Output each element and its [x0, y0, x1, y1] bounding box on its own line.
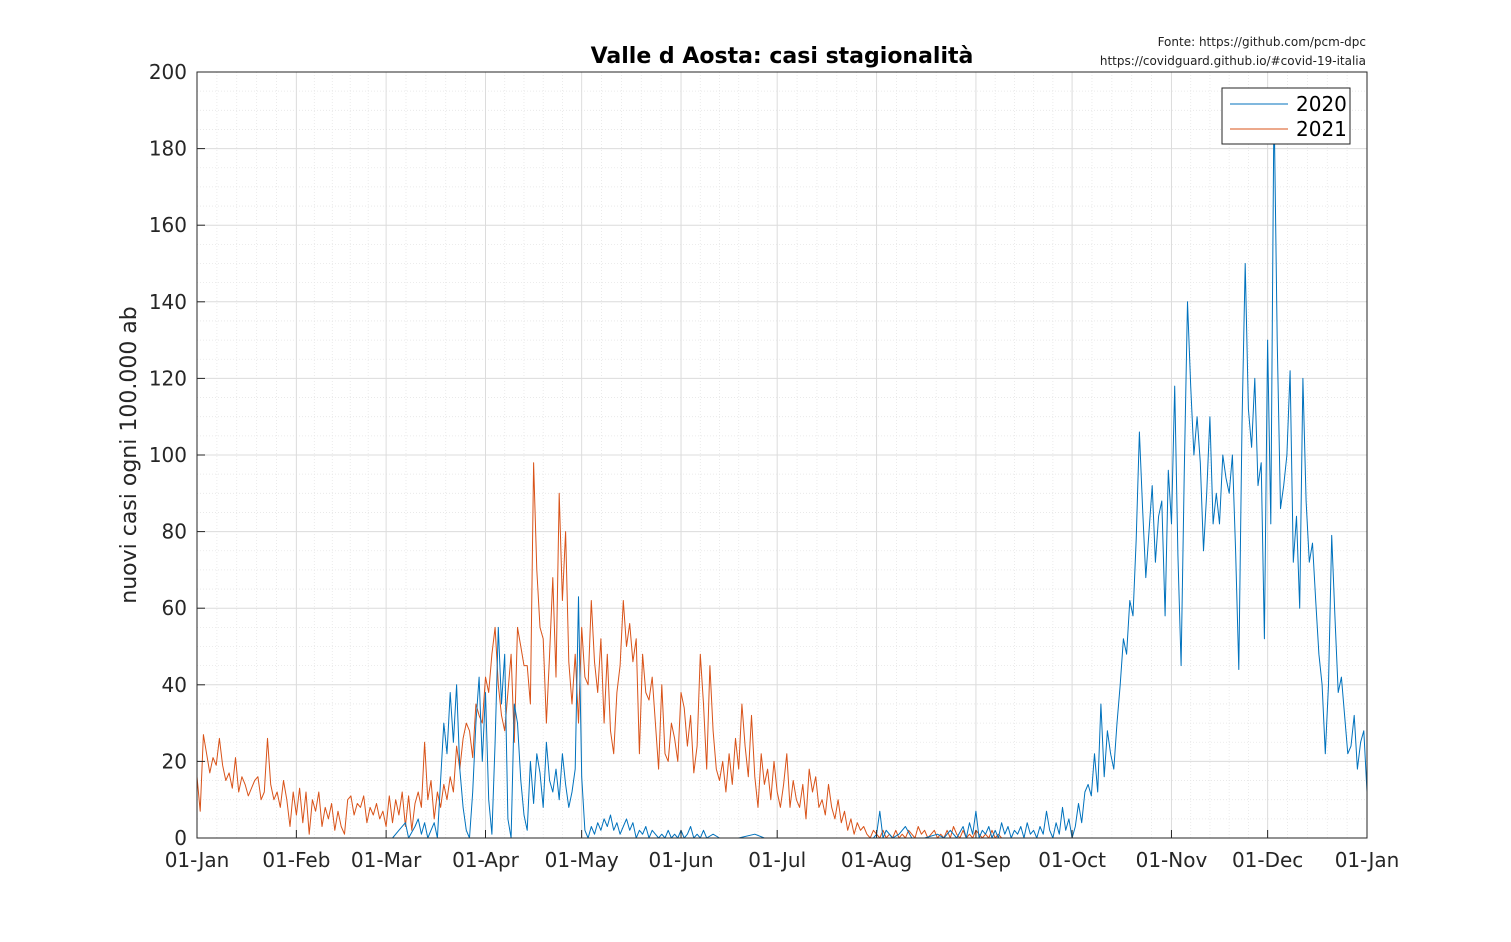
- y-tick-label: 180: [149, 137, 187, 161]
- x-tick-label: 01-Feb: [262, 848, 330, 872]
- x-axis-ticks: 01-Jan 01-Feb 01-Mar 01-Apr 01-May 01-Jun 01-J…: [165, 830, 1400, 872]
- y-tick-label: 160: [149, 213, 187, 237]
- chart-title: Valle d Aosta: casi stagionalità: [591, 44, 974, 69]
- y-tick-label: 120: [149, 366, 187, 390]
- x-tick-label: 01-Apr: [452, 848, 520, 872]
- legend-box: [1221, 87, 1351, 145]
- legend-label-2021: 2021: [1296, 117, 1347, 141]
- x-tick-label: 01-Oct: [1038, 848, 1106, 872]
- series-layer: [196, 98, 1368, 839]
- y-tick-label: 140: [149, 290, 187, 314]
- x-tick-label: 01-Aug: [841, 848, 912, 872]
- x-tick-label: 01-Jun: [649, 848, 714, 872]
- x-tick-label: 01-Sep: [941, 848, 1011, 872]
- y-tick-label: 0: [174, 826, 187, 850]
- x-tick-label: 01-Mar: [351, 848, 422, 872]
- source-line-1: Fonte: https://github.com/pcm-dpc: [1157, 35, 1366, 49]
- y-axis-label: nuovi casi ogni 100.000 ab: [117, 306, 142, 604]
- y-tick-label: 200: [149, 60, 187, 84]
- x-tick-label: 01-Dec: [1232, 848, 1303, 872]
- series-line-2020: [392, 98, 1368, 839]
- y-tick-label: 80: [162, 520, 187, 544]
- y-tick-label: 20: [162, 749, 187, 773]
- minor-grid: [197, 72, 1367, 838]
- y-tick-label: 60: [162, 596, 187, 620]
- series-line-2021: [196, 462, 1002, 839]
- x-tick-label: 01-May: [545, 848, 619, 872]
- y-tick-label: 100: [149, 443, 187, 467]
- x-tick-label: 01-Jan: [1335, 848, 1400, 872]
- x-tick-label: 01-Jul: [748, 848, 806, 872]
- y-tick-label: 40: [162, 673, 187, 697]
- x-tick-label: 01-Nov: [1136, 848, 1208, 872]
- legend-label-2020: 2020: [1296, 92, 1347, 116]
- source-line-2: https://covidguard.github.io/#covid-19-i…: [1099, 54, 1366, 68]
- y-axis-ticks: 0 20 40 60 80 100 120 140 160 180 200: [149, 60, 205, 850]
- x-tick-label: 01-Jan: [165, 848, 230, 872]
